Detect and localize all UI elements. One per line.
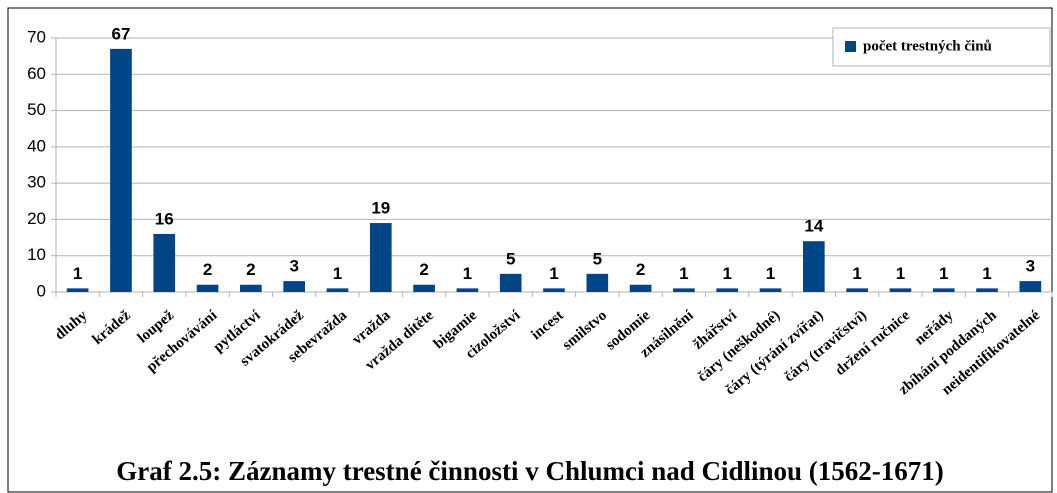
y-tick-label: 60	[27, 64, 46, 83]
data-label: 1	[722, 264, 731, 283]
bar	[413, 284, 435, 292]
legend-swatch	[845, 41, 856, 52]
data-label: 19	[371, 199, 390, 218]
bar	[1019, 281, 1042, 292]
data-label: 1	[852, 264, 861, 283]
bar	[499, 273, 522, 292]
y-tick-label: 0	[37, 281, 46, 300]
bar	[759, 288, 782, 292]
bar	[369, 223, 392, 292]
data-label: 1	[73, 264, 82, 283]
data-label: 2	[246, 260, 255, 279]
bar	[456, 288, 479, 292]
bar	[889, 288, 912, 292]
bar	[326, 288, 349, 292]
y-tick-label: 40	[27, 136, 46, 155]
bar	[976, 288, 998, 292]
bar	[240, 284, 262, 292]
chart-title: Graf 2.5: Záznamy trestné činnosti v Chl…	[116, 456, 944, 486]
data-label: 2	[419, 260, 428, 279]
bar	[716, 288, 739, 292]
bar	[586, 273, 609, 292]
bar	[66, 288, 89, 292]
legend-label: počet trestných činů	[863, 38, 992, 54]
data-label: 1	[333, 264, 342, 283]
bar	[110, 48, 132, 293]
data-label: 1	[766, 264, 775, 283]
data-label: 5	[506, 249, 515, 268]
bar	[803, 241, 825, 292]
bar	[283, 281, 305, 292]
data-label: 3	[289, 257, 298, 276]
bar	[932, 288, 955, 292]
bar	[153, 233, 176, 292]
data-label: 16	[155, 209, 174, 228]
y-tick-label: 50	[27, 100, 46, 119]
data-label: 67	[111, 24, 130, 43]
data-label: 1	[463, 264, 472, 283]
data-label: 2	[636, 260, 645, 279]
y-tick-label: 10	[27, 245, 46, 264]
chart-frame	[7, 7, 1053, 493]
bar	[196, 284, 219, 292]
legend-box	[832, 27, 1051, 67]
data-label: 5	[593, 249, 602, 268]
data-label: 1	[939, 264, 948, 283]
y-tick-label: 70	[27, 27, 46, 46]
data-label: 1	[549, 264, 558, 283]
data-label: 14	[804, 217, 823, 236]
y-tick-label: 30	[27, 173, 46, 192]
data-label: 3	[1026, 257, 1035, 276]
bar	[846, 288, 868, 292]
bar	[629, 284, 652, 292]
data-label: 1	[982, 264, 991, 283]
data-label: 2	[203, 260, 212, 279]
y-tick-label: 20	[27, 209, 46, 228]
bar	[673, 288, 695, 292]
data-label: 1	[896, 264, 905, 283]
data-label: 1	[679, 264, 688, 283]
bar	[543, 288, 565, 292]
